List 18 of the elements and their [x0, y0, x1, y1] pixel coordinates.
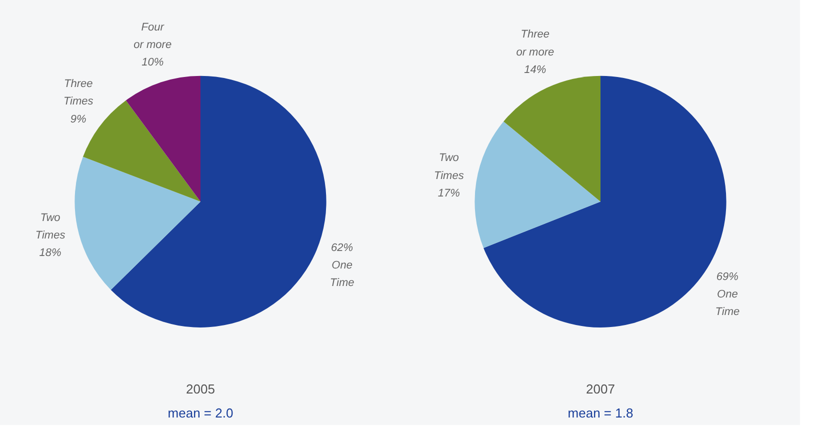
slice-label: Three Times [63, 78, 94, 108]
data-label: 9% [70, 113, 87, 126]
data-label: 10% [142, 56, 164, 68]
slice-label: One Time [715, 288, 740, 318]
text: 2007 [586, 382, 615, 396]
data-label: 69% [716, 270, 739, 283]
slice-label: Two Times [434, 152, 464, 182]
slice-label: Four or more [134, 21, 172, 51]
slice-label: Two Times [35, 212, 66, 242]
slice-label: Three or more [516, 28, 554, 58]
text: 2005 [186, 382, 215, 396]
text: mean = 1.8 [568, 406, 634, 420]
data-label: 17% [438, 187, 460, 200]
data-label: 62% [331, 242, 354, 254]
slice-label: One Time [330, 259, 354, 289]
data-label: 18% [39, 247, 62, 260]
data-label: 14% [524, 64, 546, 76]
text: mean = 2.0 [168, 406, 234, 420]
